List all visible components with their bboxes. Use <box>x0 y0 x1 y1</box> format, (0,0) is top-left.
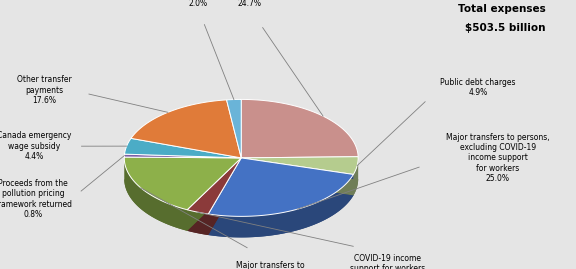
Polygon shape <box>209 175 354 238</box>
Polygon shape <box>209 179 354 238</box>
Text: Public debt charges
4.9%: Public debt charges 4.9% <box>440 78 516 97</box>
Text: Total expenses: Total expenses <box>457 3 545 13</box>
Polygon shape <box>187 158 241 231</box>
Text: Net actuarial
losses
2.0%: Net actuarial losses 2.0% <box>173 0 223 8</box>
Polygon shape <box>187 179 241 235</box>
Polygon shape <box>187 158 241 214</box>
Polygon shape <box>124 157 241 210</box>
Polygon shape <box>124 179 241 231</box>
Polygon shape <box>124 154 241 158</box>
Polygon shape <box>354 158 358 196</box>
Polygon shape <box>241 158 354 196</box>
Polygon shape <box>209 158 241 235</box>
Polygon shape <box>124 158 187 231</box>
Polygon shape <box>241 100 358 158</box>
Text: Other transfer
payments
17.6%: Other transfer payments 17.6% <box>17 75 71 105</box>
Polygon shape <box>241 158 354 196</box>
Text: Proceeds from the
pollution pricing
framework returned
0.8%: Proceeds from the pollution pricing fram… <box>0 179 71 219</box>
Polygon shape <box>209 158 354 216</box>
Text: Canada emergency
wage subsidy
4.4%: Canada emergency wage subsidy 4.4% <box>0 131 71 161</box>
Polygon shape <box>187 210 209 235</box>
Polygon shape <box>241 179 358 196</box>
Text: $503.5 billion: $503.5 billion <box>465 23 545 33</box>
Text: Major transfers to persons,
excluding COVID-19
income support
for workers
25.0%: Major transfers to persons, excluding CO… <box>446 133 550 183</box>
Polygon shape <box>241 157 358 175</box>
Polygon shape <box>209 158 241 235</box>
Text: COVID-19 income
support for workers
3.1%: COVID-19 income support for workers 3.1% <box>350 254 425 269</box>
Polygon shape <box>226 100 241 158</box>
Polygon shape <box>187 158 241 231</box>
Polygon shape <box>131 100 241 158</box>
Polygon shape <box>124 138 241 158</box>
Text: Major transfers to
other levels of government
17.6%: Major transfers to other levels of gover… <box>218 261 323 269</box>
Text: Other expenses
24.7%: Other expenses 24.7% <box>219 0 279 8</box>
